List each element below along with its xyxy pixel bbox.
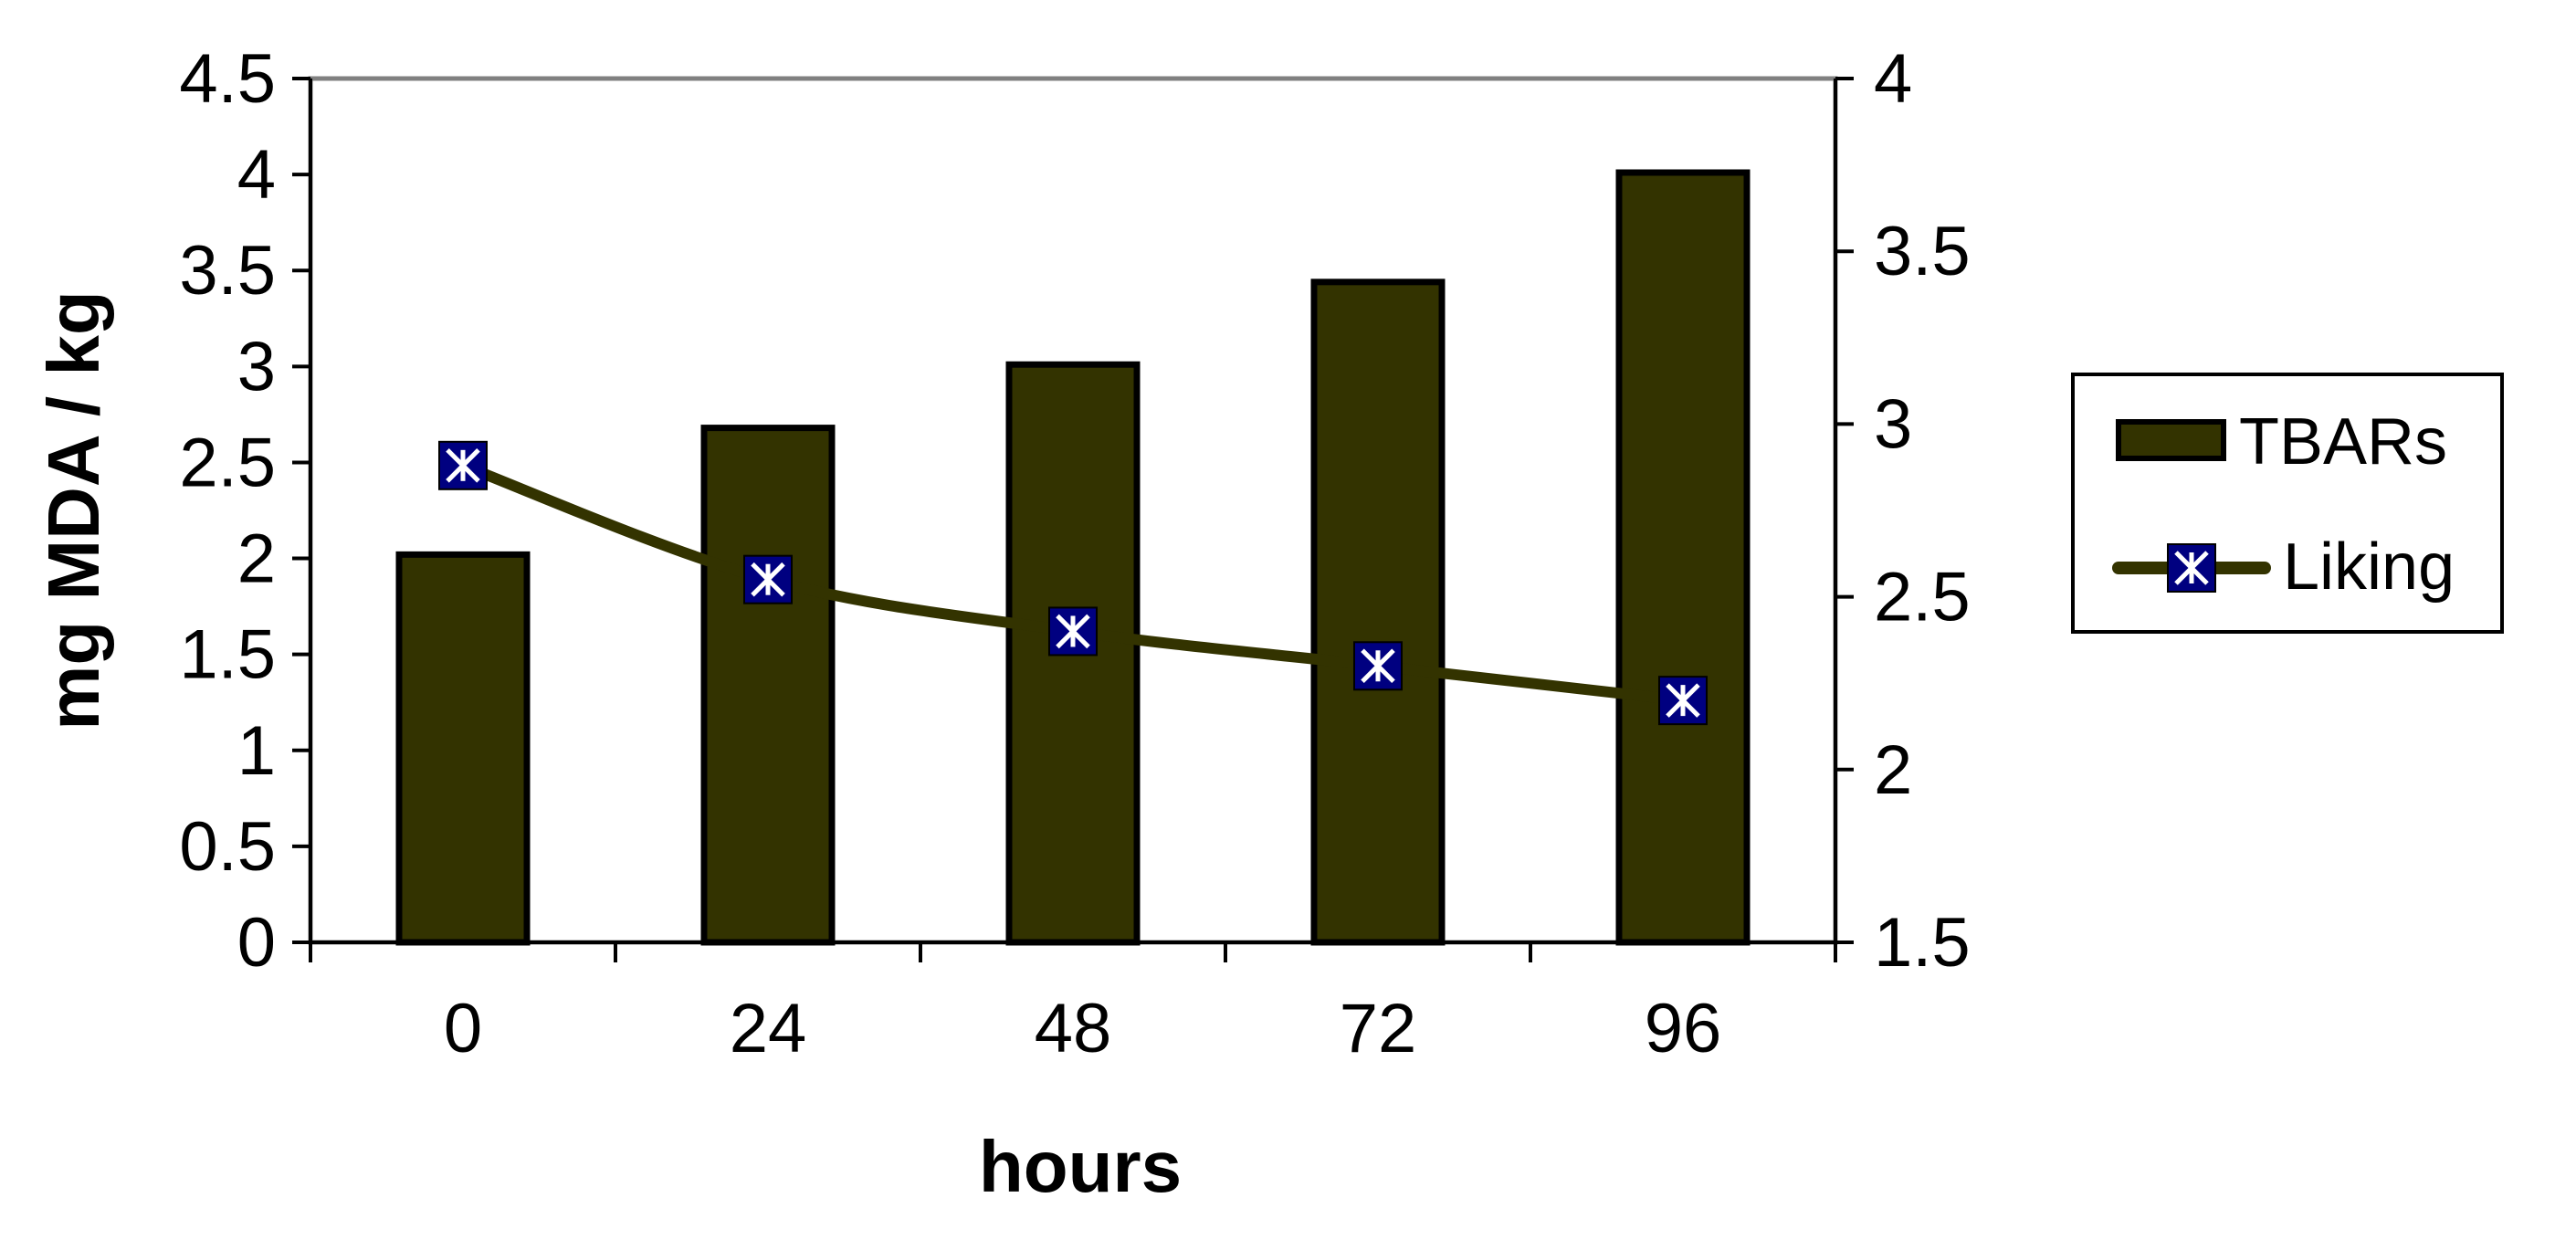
- marker-liking-72: [1353, 641, 1403, 691]
- legend-marker-liking: [2167, 543, 2216, 593]
- y-right-tick-label: 2: [1874, 731, 1912, 809]
- legend-swatch-tbars: [2116, 419, 2226, 461]
- marker-liking-96: [1658, 676, 1708, 726]
- y-left-tick-label: 2: [237, 520, 276, 598]
- y-left-tick-label: 1.5: [179, 616, 276, 694]
- y-left-tick-label: 0.5: [179, 808, 276, 886]
- legend-label-liking: Liking: [2283, 531, 2455, 604]
- bar-tbars-24: [700, 425, 836, 946]
- line-layer: [438, 440, 1708, 726]
- y-axis-title: mg MDA / kg: [33, 290, 114, 730]
- y-left-ticks: 0 0.5 1 1.5 2 2.5 3 3.5 4 4.5: [179, 40, 310, 982]
- legend-box: [2071, 373, 2504, 634]
- marker-liking-24: [743, 554, 793, 604]
- x-tick-label-48: 48: [1035, 990, 1112, 1067]
- x-tick-label-24: 24: [730, 990, 807, 1067]
- x-tick-label-0: 0: [444, 990, 482, 1067]
- legend-marker-icon: [2167, 543, 2216, 593]
- bars-layer: [395, 169, 1751, 946]
- y-left-tick-label: 2.5: [179, 424, 276, 501]
- y-right-tick-label: 3: [1874, 385, 1912, 463]
- y-left-tick-label: 3.5: [179, 232, 276, 310]
- x-tick-label-72: 72: [1340, 990, 1417, 1067]
- marker-liking-48: [1048, 606, 1098, 657]
- y-right-tick-label: 4: [1874, 40, 1912, 118]
- y-right-tick-label: 1.5: [1874, 904, 1971, 982]
- y-left-tick-label: 4.5: [179, 40, 276, 118]
- y-left-tick-label: 0: [237, 904, 276, 982]
- legend-label-tbars: TBARs: [2239, 405, 2447, 478]
- legend: TBARs Liking: [2071, 373, 2504, 634]
- bar-tbars-0: [395, 551, 531, 946]
- y-left-tick-label: 1: [237, 712, 276, 790]
- y-right-tick-label: 2.5: [1874, 559, 1971, 636]
- x-tick-label-96: 96: [1645, 990, 1722, 1067]
- bar-tbars-96: [1615, 169, 1751, 946]
- y-right-tick-label: 3.5: [1874, 213, 1971, 290]
- y-left-tick-label: 4: [237, 136, 276, 214]
- x-ticks: 0 24 48 72 96: [309, 942, 1837, 1067]
- x-axis-title: hours: [979, 1126, 1182, 1207]
- marker-liking-0: [438, 440, 488, 490]
- bar-tbars-72: [1310, 278, 1446, 946]
- y-left-tick-label: 3: [237, 328, 276, 405]
- y-right-ticks: 1.5 2 2.5 3 3.5 4: [1835, 40, 1971, 982]
